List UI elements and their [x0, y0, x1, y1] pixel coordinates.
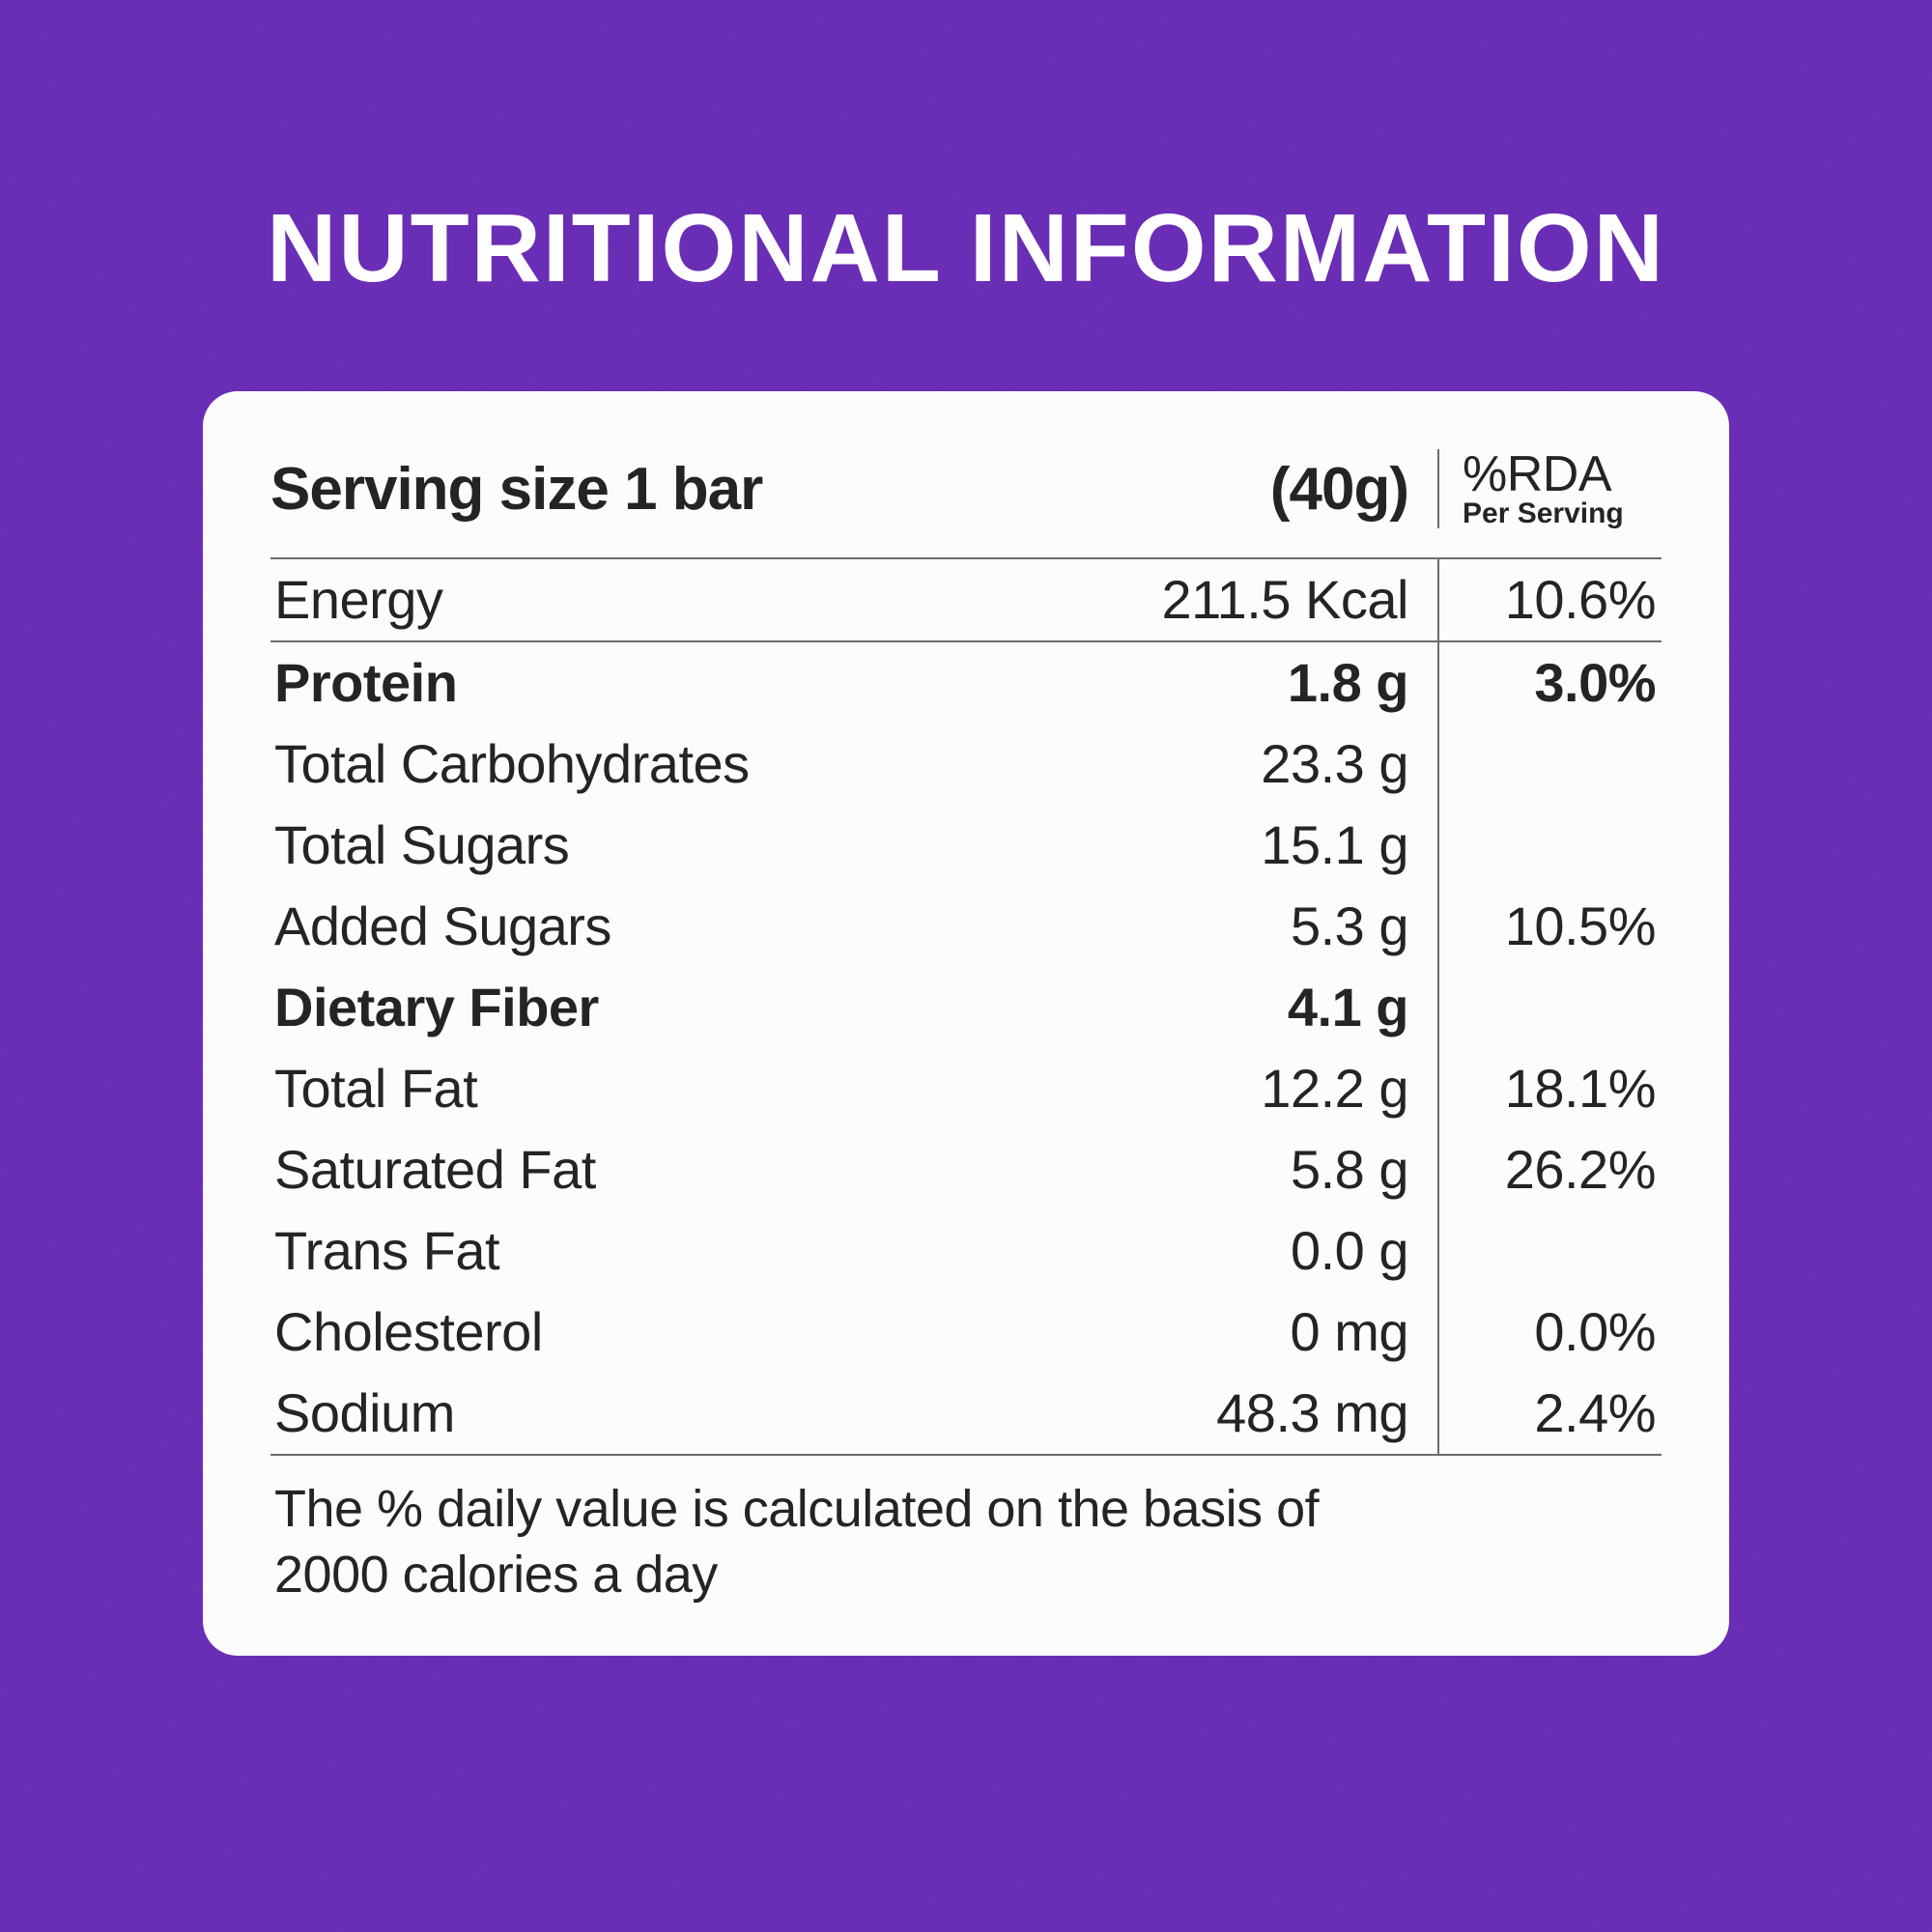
nutrient-value: 4.1 g — [1111, 967, 1439, 1048]
table-row: Sodium48.3 mg2.4% — [270, 1373, 1662, 1454]
nutrient-label: Sodium — [270, 1373, 1111, 1454]
nutrient-rda — [1439, 1210, 1662, 1292]
table-row: Total Carbohydrates23.3 g — [270, 724, 1662, 805]
serving-weight: (40g) — [1111, 449, 1439, 528]
table-row: Dietary Fiber4.1 g — [270, 967, 1662, 1048]
nutrient-rda: 0.0% — [1439, 1292, 1662, 1373]
nutrient-value: 1.8 g — [1111, 642, 1439, 724]
table-row: Saturated Fat5.8 g26.2% — [270, 1129, 1662, 1210]
nutrient-rda — [1439, 967, 1662, 1048]
nutrition-rows: Energy211.5 Kcal10.6%Protein1.8 g3.0%Tot… — [270, 559, 1662, 1456]
rda-header: %RDA Per Serving — [1439, 449, 1662, 528]
page-title: NUTRITIONAL INFORMATION — [267, 193, 1665, 304]
table-row: Total Fat12.2 g18.1% — [270, 1048, 1662, 1129]
nutrient-value: 5.8 g — [1111, 1129, 1439, 1210]
rda-header-sub: Per Serving — [1463, 499, 1662, 528]
nutrition-panel: Serving size 1 bar (40g) %RDA Per Servin… — [203, 391, 1729, 1656]
nutrient-value: 12.2 g — [1111, 1048, 1439, 1129]
nutrient-label: Total Fat — [270, 1048, 1111, 1129]
serving-size-label: Serving size 1 bar — [270, 455, 1111, 524]
nutrient-value: 5.3 g — [1111, 886, 1439, 967]
nutrient-label: Protein — [270, 642, 1111, 724]
table-row: Added Sugars5.3 g10.5% — [270, 886, 1662, 967]
nutrient-value: 0 mg — [1111, 1292, 1439, 1373]
nutrient-rda — [1439, 724, 1662, 805]
table-row: Cholesterol0 mg0.0% — [270, 1292, 1662, 1373]
nutrient-rda: 2.4% — [1439, 1373, 1662, 1454]
nutrient-value: 15.1 g — [1111, 805, 1439, 886]
nutrient-label: Total Sugars — [270, 805, 1111, 886]
nutrient-label: Saturated Fat — [270, 1129, 1111, 1210]
nutrient-label: Cholesterol — [270, 1292, 1111, 1373]
nutrient-rda: 10.6% — [1439, 559, 1662, 640]
nutrient-label: Added Sugars — [270, 886, 1111, 967]
nutrient-rda: 18.1% — [1439, 1048, 1662, 1129]
nutrient-value: 48.3 mg — [1111, 1373, 1439, 1454]
table-row: Protein1.8 g3.0% — [270, 642, 1662, 724]
rda-header-top: %RDA — [1463, 449, 1662, 499]
nutrient-rda: 10.5% — [1439, 886, 1662, 967]
nutrient-value: 23.3 g — [1111, 724, 1439, 805]
table-row: Total Sugars15.1 g — [270, 805, 1662, 886]
footnote: The % daily value is calculated on the b… — [270, 1456, 1410, 1607]
nutrient-rda — [1439, 805, 1662, 886]
nutrient-value: 0.0 g — [1111, 1210, 1439, 1292]
table-header: Serving size 1 bar (40g) %RDA Per Servin… — [270, 449, 1662, 559]
nutrient-value: 211.5 Kcal — [1111, 559, 1439, 640]
nutrient-label: Dietary Fiber — [270, 967, 1111, 1048]
nutrient-label: Trans Fat — [270, 1210, 1111, 1292]
table-row: Energy211.5 Kcal10.6% — [270, 559, 1662, 642]
table-row: Trans Fat0.0 g — [270, 1210, 1662, 1292]
nutrient-rda: 3.0% — [1439, 642, 1662, 724]
nutrient-rda: 26.2% — [1439, 1129, 1662, 1210]
nutrient-label: Energy — [270, 559, 1111, 640]
nutrient-label: Total Carbohydrates — [270, 724, 1111, 805]
